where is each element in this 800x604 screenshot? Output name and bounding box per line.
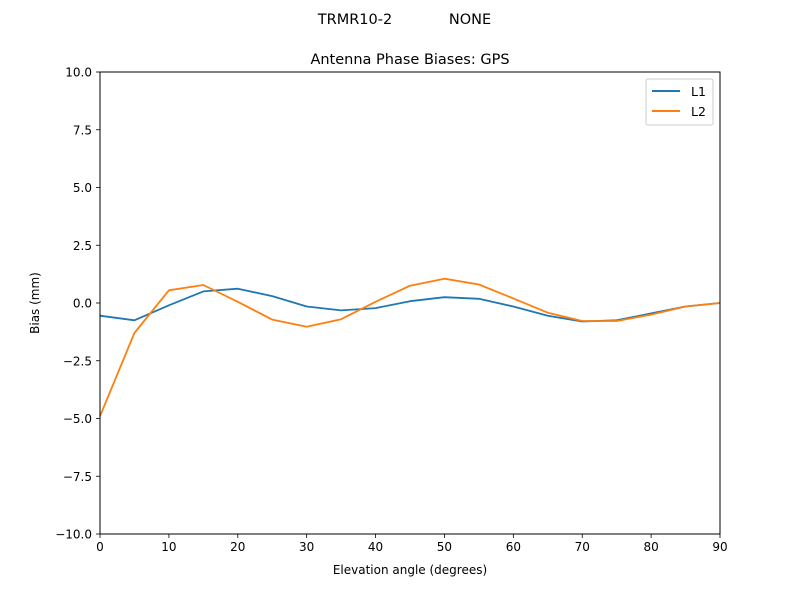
y-tick-label: 5.0 — [73, 181, 92, 195]
x-tick-label: 80 — [643, 540, 658, 554]
y-tick-label: −10.0 — [55, 528, 92, 542]
suptitle-right: NONE — [449, 12, 491, 28]
chart-title: Antenna Phase Biases: GPS — [310, 52, 509, 68]
y-tick-label: 10.0 — [65, 66, 92, 80]
y-tick-label: −5.0 — [63, 412, 92, 426]
x-tick-label: 10 — [161, 540, 176, 554]
y-tick-label: 0.0 — [73, 297, 92, 311]
y-tick-label: −7.5 — [63, 470, 92, 484]
y-axis-ticks: −10.0 −7.5 −5.0 −2.5 0.0 2.5 5.0 7.5 10.0 — [55, 66, 100, 542]
x-axis-ticks: 0 10 20 30 40 50 60 70 80 90 — [96, 534, 728, 554]
suptitle-left: TRMR10-2 — [317, 12, 392, 28]
legend-l2-label: L2 — [691, 104, 706, 119]
plot-frame — [99, 71, 721, 535]
x-tick-label: 60 — [506, 540, 521, 554]
x-tick-label: 70 — [575, 540, 590, 554]
x-tick-label: 20 — [230, 540, 245, 554]
x-axis-label: Elevation angle (degrees) — [333, 563, 487, 577]
series-line-l2 — [99, 277, 721, 417]
legend: L1 L2 — [645, 78, 714, 126]
y-tick-label: −2.5 — [63, 354, 92, 368]
y-tick-label: 2.5 — [73, 239, 92, 253]
series-line-l1 — [99, 287, 721, 323]
x-tick-label: 90 — [712, 540, 727, 554]
y-axis-label: Bias (mm) — [28, 272, 42, 334]
legend-l1-label: L1 — [691, 84, 706, 99]
x-tick-label: 0 — [96, 540, 104, 554]
x-tick-label: 30 — [299, 540, 314, 554]
x-tick-label: 50 — [437, 540, 452, 554]
y-tick-label: 7.5 — [73, 123, 92, 137]
x-tick-label: 40 — [368, 540, 383, 554]
plot-lines — [99, 277, 721, 417]
